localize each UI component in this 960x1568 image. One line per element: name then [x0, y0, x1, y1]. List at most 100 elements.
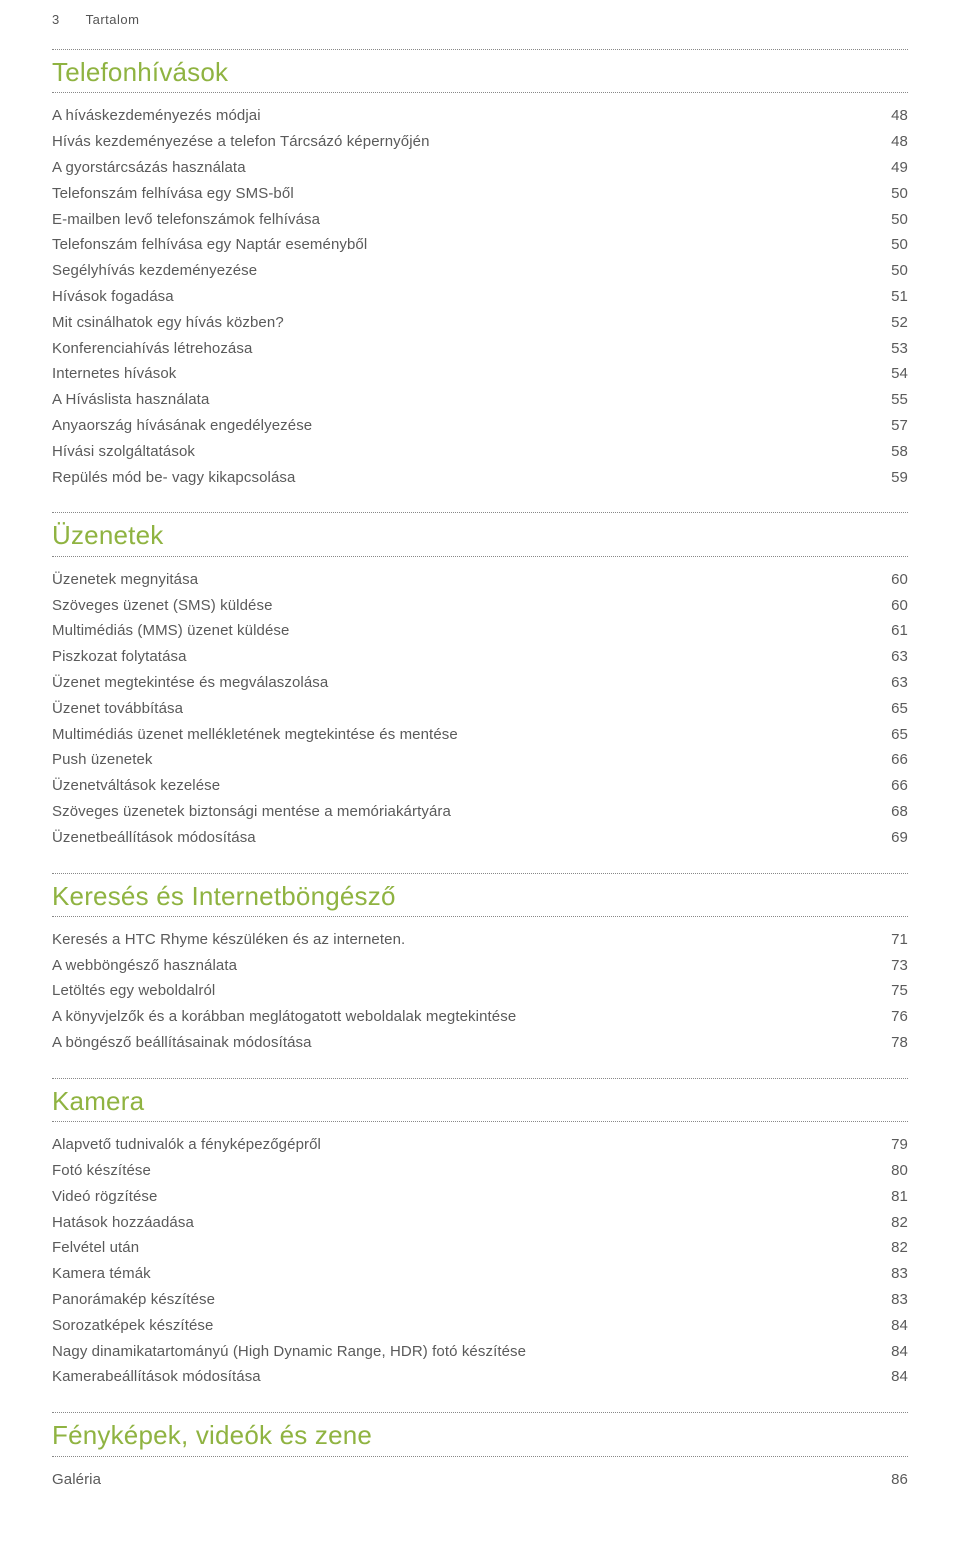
- section-title[interactable]: Fényképek, videók és zene: [52, 1417, 908, 1453]
- toc-entry-label: Szöveges üzenetek biztonsági mentése a m…: [52, 799, 891, 825]
- toc-entry[interactable]: Szöveges üzenetek biztonsági mentése a m…: [52, 799, 908, 825]
- toc-entry[interactable]: Telefonszám felhívása egy Naptár esemény…: [52, 232, 908, 258]
- toc-entry[interactable]: Hívás kezdeményezése a telefon Tárcsázó …: [52, 129, 908, 155]
- toc-entry[interactable]: Üzenetváltások kezelése66: [52, 773, 908, 799]
- toc-entry-page: 50: [891, 181, 908, 207]
- toc-entry[interactable]: Anyaország hívásának engedélyezése57: [52, 413, 908, 439]
- toc-section: ÜzenetekÜzenetek megnyitása60Szöveges üz…: [52, 512, 908, 850]
- toc-entry-page: 50: [891, 232, 908, 258]
- toc-entry-label: Felvétel után: [52, 1235, 891, 1261]
- toc-entry[interactable]: Internetes hívások54: [52, 361, 908, 387]
- divider: [52, 556, 908, 557]
- toc-entries: Keresés a HTC Rhyme készüléken és az int…: [52, 927, 908, 1056]
- page-number: 3: [52, 12, 60, 27]
- toc-section: Telefonhívások A híváskezdeményezés módja…: [52, 49, 908, 490]
- toc-entry-label: E-mailben levő telefonszámok felhívása: [52, 207, 891, 233]
- toc-entry-page: 58: [891, 439, 908, 465]
- toc-entry[interactable]: Alapvető tudnivalók a fényképezőgépről79: [52, 1132, 908, 1158]
- toc-entry[interactable]: A könyvjelzők és a korábban meglátogatot…: [52, 1004, 908, 1030]
- toc-entry-page: 83: [891, 1261, 908, 1287]
- section-title[interactable]: Telefonhívások: [52, 54, 908, 90]
- toc-entry-label: Üzenet megtekintése és megválaszolása: [52, 670, 891, 696]
- toc-entry-page: 60: [891, 593, 908, 619]
- toc-entry[interactable]: A híváskezdeményezés módjai48: [52, 103, 908, 129]
- toc-entry-page: 63: [891, 670, 908, 696]
- toc-entry[interactable]: Telefonszám felhívása egy SMS-ből50: [52, 181, 908, 207]
- toc-entry-page: 81: [891, 1184, 908, 1210]
- toc-entry[interactable]: Hatások hozzáadása82: [52, 1210, 908, 1236]
- toc-entry-page: 73: [891, 953, 908, 979]
- toc-entry[interactable]: Segélyhívás kezdeményezése50: [52, 258, 908, 284]
- toc-entry[interactable]: Nagy dinamikatartományú (High Dynamic Ra…: [52, 1339, 908, 1365]
- toc-entry-page: 71: [891, 927, 908, 953]
- toc-entry-label: Hívások fogadása: [52, 284, 891, 310]
- section-title[interactable]: Kamera: [52, 1083, 908, 1119]
- toc-entry-page: 52: [891, 310, 908, 336]
- toc-entry-label: Nagy dinamikatartományú (High Dynamic Ra…: [52, 1339, 891, 1365]
- toc-entry-page: 59: [891, 465, 908, 491]
- running-header: 3 Tartalom: [52, 12, 908, 27]
- toc-section: Keresés és Internetböngésző Keresés a HTC…: [52, 873, 908, 1056]
- toc-entry[interactable]: A Híváslista használata55: [52, 387, 908, 413]
- toc-entry-page: 57: [891, 413, 908, 439]
- toc-entry-label: Konferenciahívás létrehozása: [52, 336, 891, 362]
- toc-entry[interactable]: Üzenet megtekintése és megválaszolása63: [52, 670, 908, 696]
- toc-entry[interactable]: Multimédiás (MMS) üzenet küldése61: [52, 618, 908, 644]
- toc-entry[interactable]: A böngésző beállításainak módosítása78: [52, 1030, 908, 1056]
- toc-entry[interactable]: Fotó készítése80: [52, 1158, 908, 1184]
- toc-entry[interactable]: Push üzenetek66: [52, 747, 908, 773]
- toc-entry[interactable]: E-mailben levő telefonszámok felhívása50: [52, 207, 908, 233]
- toc-entry[interactable]: Kamerabeállítások módosítása84: [52, 1364, 908, 1390]
- toc-entry-label: Szöveges üzenet (SMS) küldése: [52, 593, 891, 619]
- toc-entry-label: Hívási szolgáltatások: [52, 439, 891, 465]
- toc-entry[interactable]: Letöltés egy weboldalról75: [52, 978, 908, 1004]
- toc-entry-page: 65: [891, 722, 908, 748]
- toc-entry-label: Keresés a HTC Rhyme készüléken és az int…: [52, 927, 891, 953]
- toc-entry-page: 84: [891, 1313, 908, 1339]
- toc-entry-page: 86: [891, 1467, 908, 1493]
- toc-entry-label: Fotó készítése: [52, 1158, 891, 1184]
- toc-entry[interactable]: Sorozatképek készítése84: [52, 1313, 908, 1339]
- toc-entry-page: 82: [891, 1235, 908, 1261]
- toc-entry[interactable]: Repülés mód be- vagy kikapcsolása59: [52, 465, 908, 491]
- toc-entry-page: 48: [891, 129, 908, 155]
- toc-entry[interactable]: Felvétel után82: [52, 1235, 908, 1261]
- toc-entry[interactable]: Kamera témák83: [52, 1261, 908, 1287]
- toc-section: Fényképek, videók és zene Galéria86: [52, 1412, 908, 1492]
- toc-entry-page: 54: [891, 361, 908, 387]
- toc-entry[interactable]: Szöveges üzenet (SMS) küldése60: [52, 593, 908, 619]
- toc-entry[interactable]: Multimédiás üzenet mellékletének megteki…: [52, 722, 908, 748]
- toc-entry-label: A híváskezdeményezés módjai: [52, 103, 891, 129]
- toc-entry-label: Internetes hívások: [52, 361, 891, 387]
- toc-entry[interactable]: Videó rögzítése81: [52, 1184, 908, 1210]
- toc-entry-label: Repülés mód be- vagy kikapcsolása: [52, 465, 891, 491]
- toc-entry-page: 50: [891, 258, 908, 284]
- toc-page: 3 Tartalom Telefonhívások A híváskezdemén…: [0, 0, 960, 1568]
- toc-entry-label: Hívás kezdeményezése a telefon Tárcsázó …: [52, 129, 891, 155]
- toc-entry[interactable]: Keresés a HTC Rhyme készüléken és az int…: [52, 927, 908, 953]
- toc-entries: Alapvető tudnivalók a fényképezőgépről79…: [52, 1132, 908, 1390]
- section-title[interactable]: Üzenetek: [52, 517, 908, 553]
- toc-entry[interactable]: Üzenetek megnyitása60: [52, 567, 908, 593]
- toc-entry-page: 50: [891, 207, 908, 233]
- toc-entry[interactable]: Konferenciahívás létrehozása53: [52, 336, 908, 362]
- toc-entry-label: Hatások hozzáadása: [52, 1210, 891, 1236]
- toc-entry[interactable]: Hívási szolgáltatások58: [52, 439, 908, 465]
- toc-entry-page: 76: [891, 1004, 908, 1030]
- divider: [52, 1412, 908, 1413]
- toc-entry[interactable]: Hívások fogadása51: [52, 284, 908, 310]
- toc-sections: Telefonhívások A híváskezdeményezés módja…: [52, 49, 908, 1492]
- toc-entry-label: Alapvető tudnivalók a fényképezőgépről: [52, 1132, 891, 1158]
- toc-entry[interactable]: Piszkozat folytatása63: [52, 644, 908, 670]
- section-title[interactable]: Keresés és Internetböngésző: [52, 878, 908, 914]
- toc-entry-page: 69: [891, 825, 908, 851]
- toc-entry[interactable]: A gyorstárcsázás használata49: [52, 155, 908, 181]
- toc-entry[interactable]: Mit csinálhatok egy hívás közben?52: [52, 310, 908, 336]
- toc-entry[interactable]: A webböngésző használata73: [52, 953, 908, 979]
- toc-entry[interactable]: Panorámakép készítése83: [52, 1287, 908, 1313]
- toc-entry[interactable]: Üzenetbeállítások módosítása69: [52, 825, 908, 851]
- toc-entry[interactable]: Üzenet továbbítása65: [52, 696, 908, 722]
- toc-entry-page: 65: [891, 696, 908, 722]
- toc-entry-page: 78: [891, 1030, 908, 1056]
- toc-entry[interactable]: Galéria86: [52, 1467, 908, 1493]
